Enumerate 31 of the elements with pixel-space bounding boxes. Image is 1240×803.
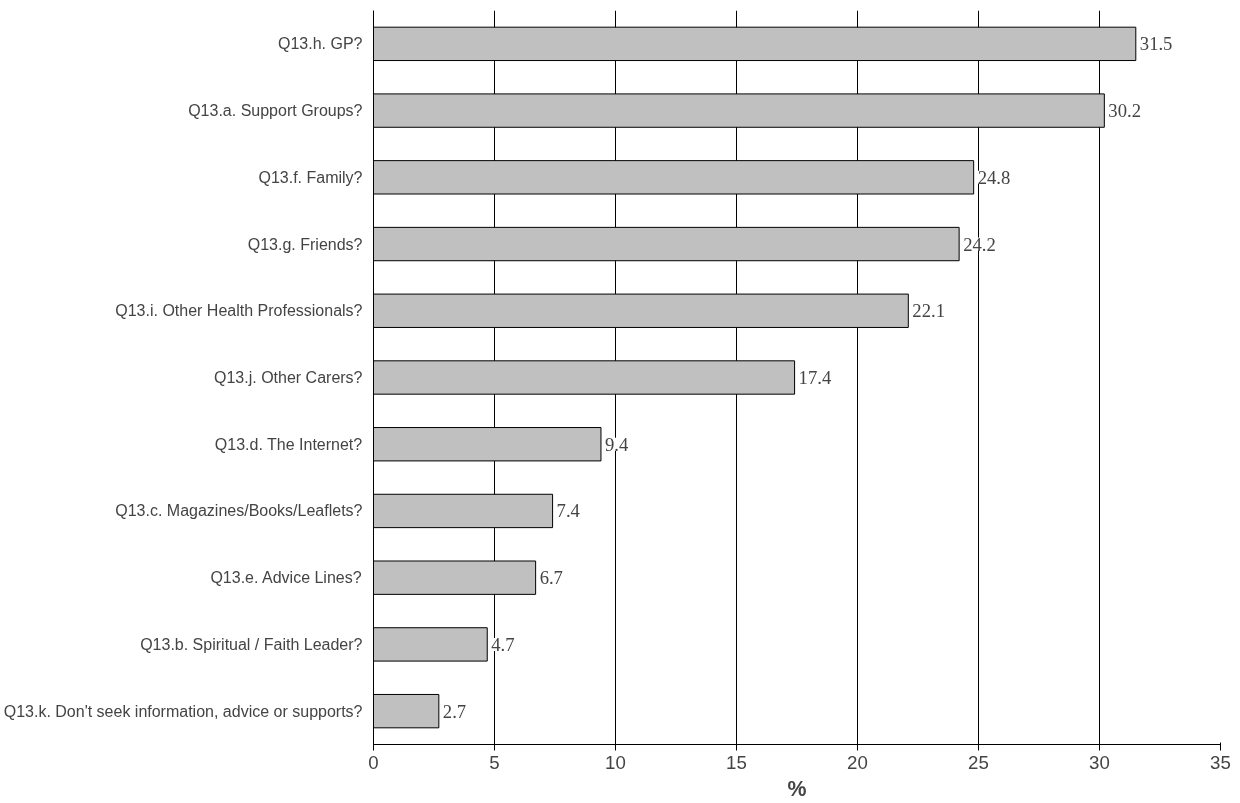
- y-tick-label: Q13.i. Other Health Professionals?: [115, 302, 363, 320]
- data-label: 2.7: [442, 700, 467, 722]
- x-tick-label: 20: [847, 751, 868, 773]
- data-label: 31.5: [1139, 33, 1173, 55]
- y-tick-label: Q13.f. Family?: [258, 168, 363, 186]
- y-tick-label: Q13.g. Friends?: [247, 235, 363, 253]
- x-tick-label: 35: [1210, 751, 1231, 773]
- data-label: 6.7: [539, 567, 563, 589]
- y-tick-label: Q13.a. Support Groups?: [188, 102, 363, 120]
- x-tick-label: 30: [1089, 751, 1110, 773]
- x-axis-title: %: [787, 776, 807, 801]
- y-tick-label: Q13.j. Other Carers?: [214, 369, 363, 386]
- data-label: 7.4: [556, 500, 581, 522]
- data-label: 22.1: [912, 300, 945, 322]
- data-label: 24.2: [963, 233, 996, 255]
- data-label: 24.8: [977, 166, 1011, 188]
- x-tick-label: 10: [605, 751, 626, 773]
- y-tick-label: Q13.b. Spiritual / Faith Leader?: [140, 635, 363, 653]
- data-label: 17.4: [798, 367, 832, 388]
- data-label: 30.2: [1108, 100, 1141, 122]
- x-tick-label: 15: [726, 751, 747, 773]
- x-tick-label: 25: [968, 751, 989, 773]
- y-tick-label: Q13.k. Don't seek information, advice or supports?: [3, 702, 363, 720]
- y-tick-label: Q13.c. Magazines/Books/Leaflets?: [115, 502, 363, 520]
- y-tick-label: Q13.e. Advice Lines?: [210, 569, 362, 587]
- data-label: 4.7: [491, 633, 515, 655]
- x-tick-label: 0: [368, 751, 379, 773]
- x-tick-label: 5: [489, 751, 500, 773]
- y-tick-label: Q13.d. The Internet?: [214, 435, 363, 453]
- y-tick-label: Q13.h. GP?: [278, 35, 363, 53]
- data-label: 9.4: [604, 433, 629, 455]
